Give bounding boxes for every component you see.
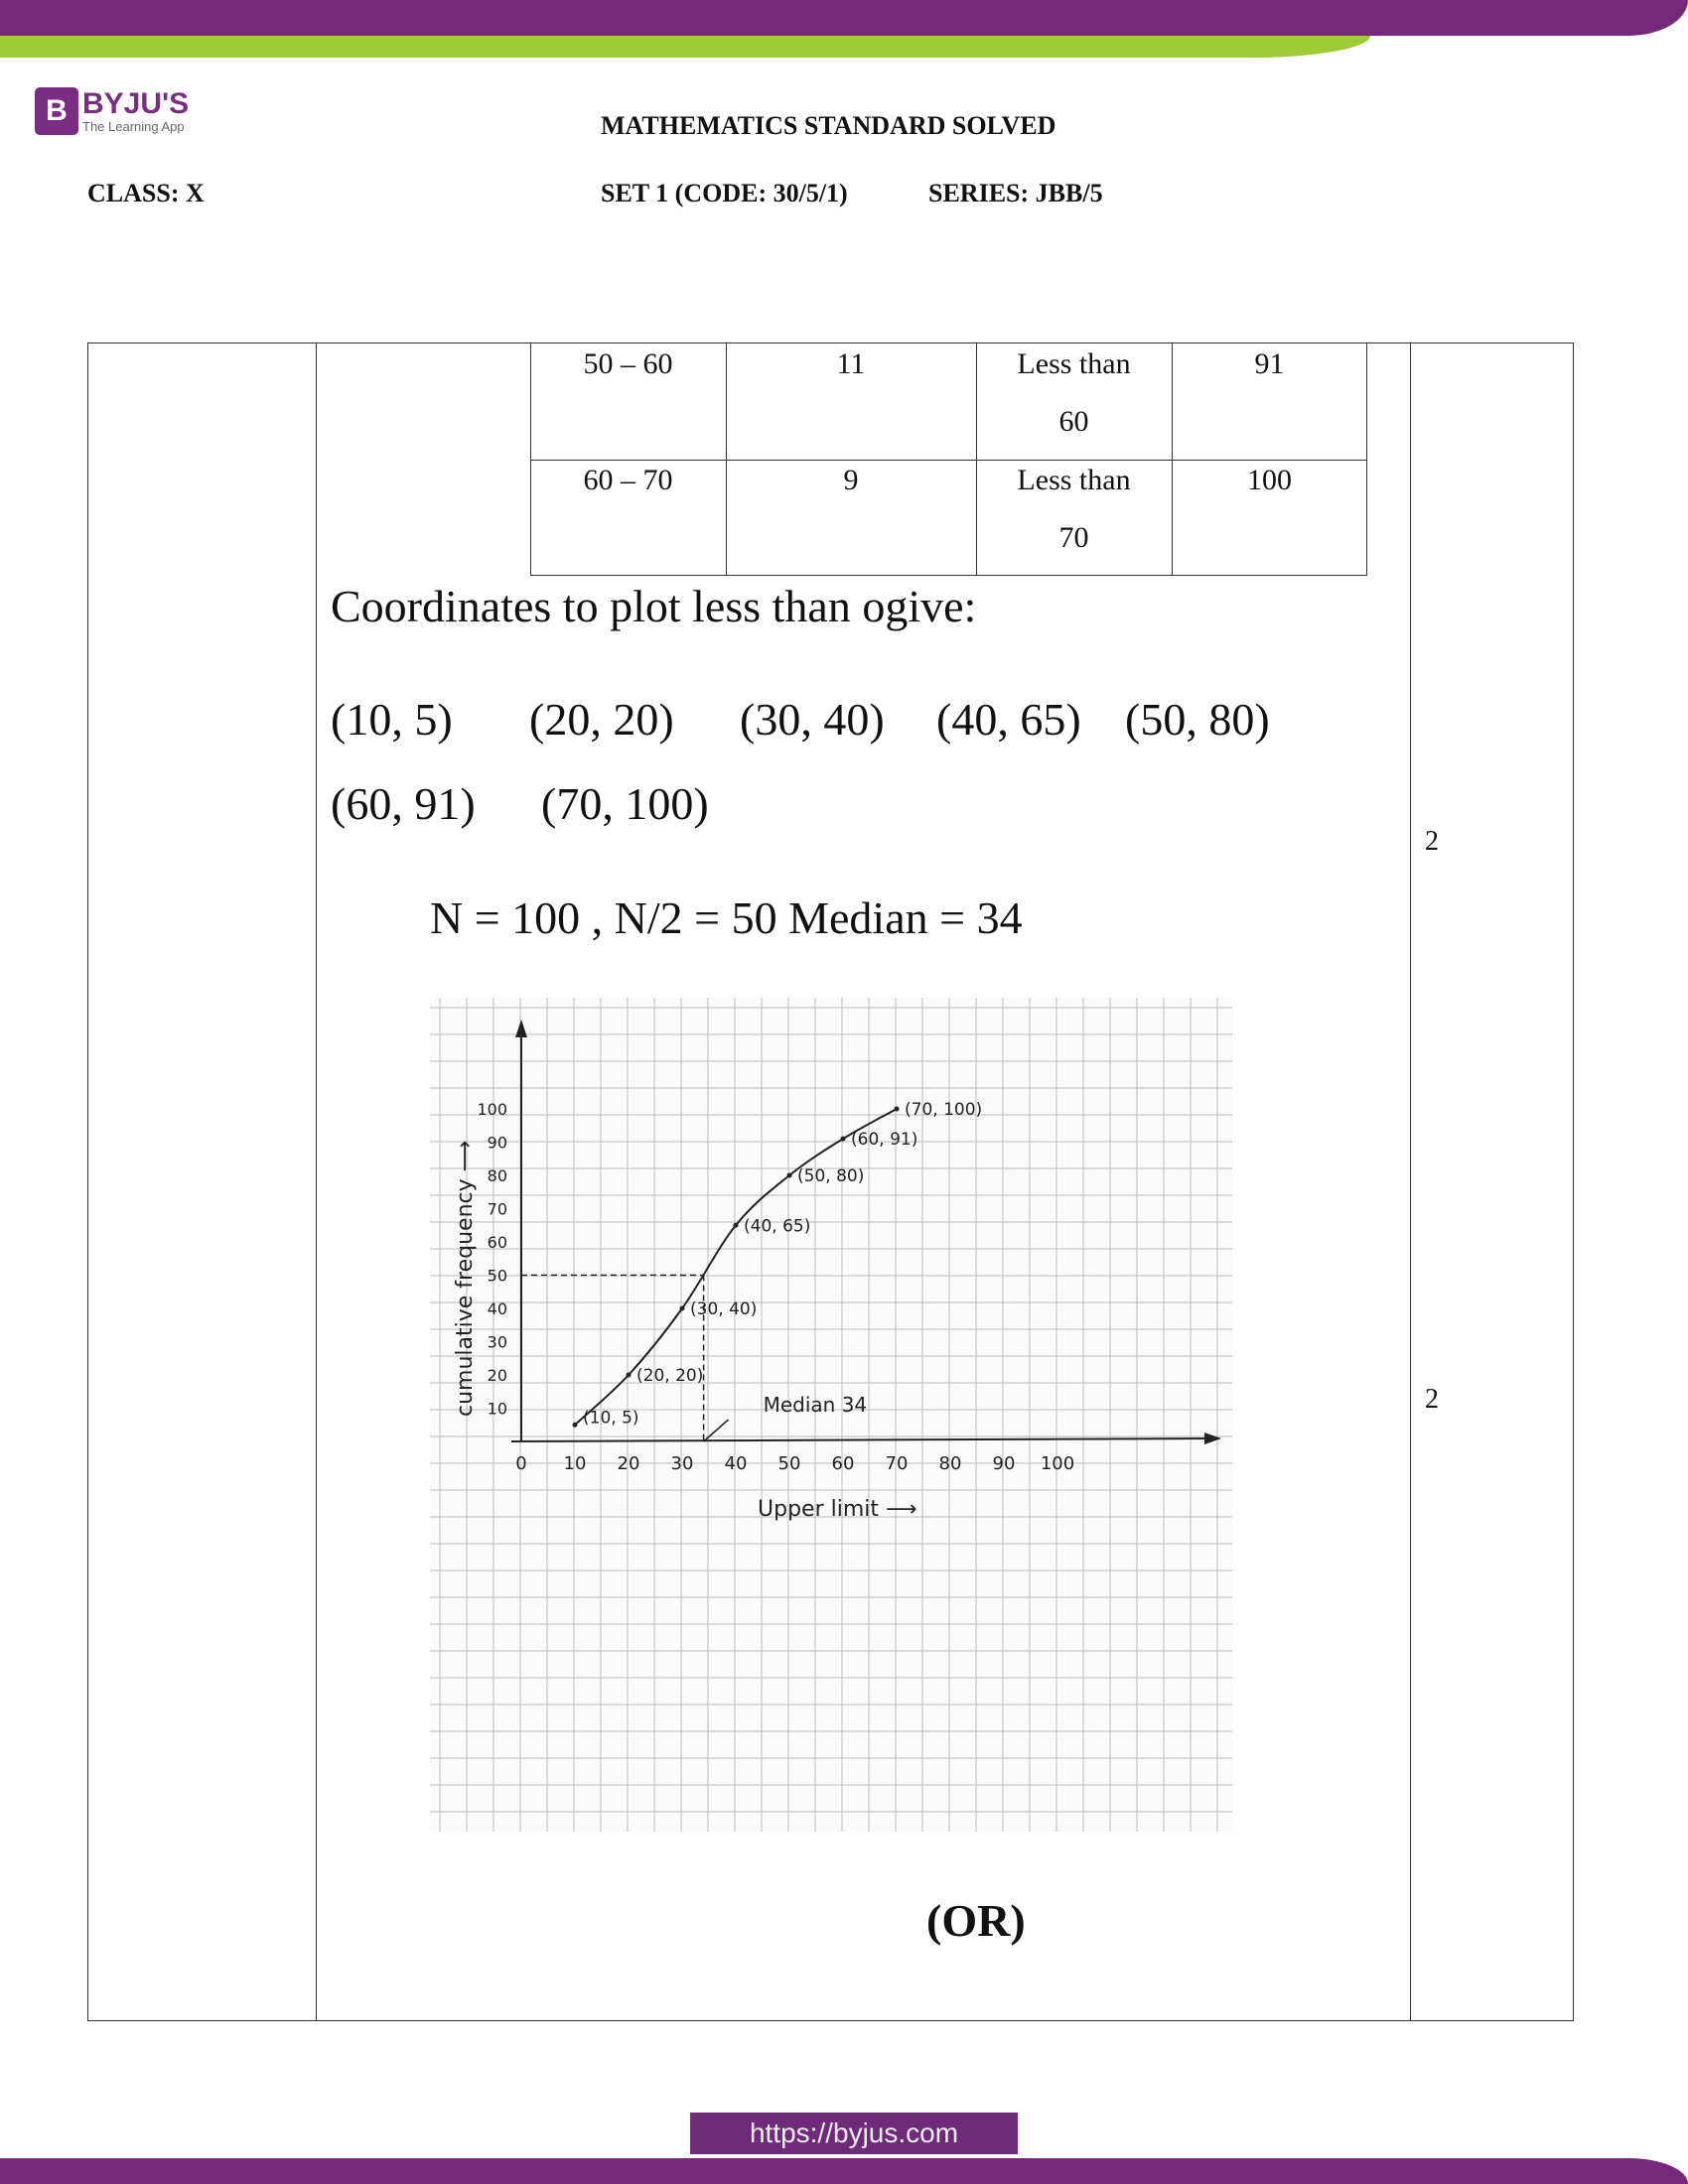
ogive-graph: 0 10 20 30 40 50 60 70 80 90 100 10 20 30 40 50 60 70 80 90… — [430, 998, 1232, 1832]
coords-heading: Coordinates to plot less than ogive: — [331, 581, 977, 631]
x-axis-label: Upper limit ⟶ — [758, 1497, 917, 1522]
y-tick-label: 80 — [488, 1166, 507, 1185]
point-label: (50, 80) — [797, 1166, 864, 1186]
y-tick-label: 60 — [488, 1233, 507, 1252]
y-tick-label: 30 — [488, 1333, 507, 1352]
point-label: (40, 65) — [744, 1216, 810, 1236]
top-green-band — [0, 36, 1370, 58]
x-tick-label: 30 — [671, 1453, 694, 1474]
y-tick-label: 10 — [488, 1400, 507, 1419]
bottom-purple-band — [0, 2158, 1688, 2184]
document-title: MATHEMATICS STANDARD SOLVED — [601, 111, 1056, 140]
table-col-line — [726, 342, 727, 576]
data-point — [840, 1136, 846, 1142]
top-purple-band — [0, 0, 1688, 36]
y-tick-label: 90 — [488, 1134, 507, 1153]
median-result: N = 100 , N/2 = 50 Median = 34 — [430, 892, 1023, 943]
marks: 2 — [1425, 1384, 1439, 1415]
less-than: Less than — [1017, 347, 1131, 380]
median-annotation: Median 34 — [764, 1393, 868, 1417]
point-label: (70, 100) — [905, 1100, 982, 1120]
data-point — [733, 1222, 739, 1228]
x-tick-label: 100 — [1041, 1453, 1074, 1474]
less-than-value: 60 — [1058, 405, 1089, 438]
class-interval: 50 – 60 — [583, 347, 673, 380]
y-axis-arrow — [515, 1020, 527, 1037]
x-tick-label: 90 — [993, 1453, 1016, 1474]
cumulative-frequency: 91 — [1254, 347, 1285, 380]
point-label: (10, 5) — [583, 1408, 639, 1428]
x-tick-label: 10 — [564, 1453, 587, 1474]
or-label: (OR) — [926, 1895, 1026, 1946]
y-tick-label: 40 — [488, 1299, 507, 1318]
x-tick-label: 50 — [778, 1453, 801, 1474]
table-col-line — [976, 342, 977, 576]
coord: (30, 40) — [740, 694, 885, 745]
set-label: SET 1 (CODE: 30/5/1) — [601, 179, 848, 207]
frequency: 11 — [836, 347, 866, 380]
x-tick-label: 20 — [618, 1453, 640, 1474]
coord: (10, 5) — [331, 694, 453, 745]
data-point — [626, 1372, 632, 1378]
x-tick-label: 70 — [886, 1453, 909, 1474]
column-divider — [316, 342, 317, 2021]
coord: (40, 65) — [936, 694, 1081, 745]
logo-mark: B — [35, 87, 78, 135]
y-tick-label: 20 — [488, 1366, 507, 1385]
x-tick-label: 80 — [939, 1453, 962, 1474]
frequency-table — [530, 342, 1367, 576]
data-point — [572, 1422, 578, 1428]
y-tick-label: 100 — [477, 1100, 507, 1119]
x-axis-arrow — [1204, 1433, 1221, 1444]
series-label: SERIES: JBB/5 — [928, 179, 1103, 207]
logo-tagline: The Learning App — [82, 118, 185, 134]
logo-brand: BYJU'S — [82, 86, 190, 120]
x-axis — [510, 1437, 1220, 1442]
table-col-line — [1172, 342, 1173, 576]
median-pointer — [703, 1419, 730, 1442]
data-point — [679, 1305, 685, 1311]
less-than: Less than — [1017, 464, 1131, 496]
x-tick-label: 60 — [832, 1453, 855, 1474]
class-interval: 60 – 70 — [583, 464, 673, 496]
data-point — [786, 1172, 792, 1178]
cumulative-frequency: 100 — [1247, 464, 1292, 496]
x-tick-label: 0 — [515, 1453, 526, 1474]
footer-url-link[interactable]: https://byjus.com — [690, 2113, 1018, 2154]
coord: (70, 100) — [541, 778, 709, 829]
point-label: (20, 20) — [636, 1366, 703, 1386]
coord: (20, 20) — [529, 694, 674, 745]
coord: (60, 91) — [331, 778, 476, 829]
y-axis-label: cumulative frequency ⟶ — [453, 1141, 478, 1417]
class-label: CLASS: X — [87, 179, 205, 207]
marks: 2 — [1425, 826, 1439, 857]
y-tick-label: 50 — [488, 1267, 507, 1286]
ogive-chart: 0 10 20 30 40 50 60 70 80 90 100 10 20 30 40 50 60 70 80 90… — [430, 998, 1232, 1832]
data-point — [894, 1106, 900, 1112]
less-than-value: 70 — [1058, 521, 1089, 554]
coord: (50, 80) — [1125, 694, 1270, 745]
ogive-curve — [574, 1108, 898, 1426]
x-tick-label: 40 — [725, 1453, 748, 1474]
y-tick-label: 70 — [488, 1200, 507, 1219]
point-label: (60, 91) — [851, 1130, 917, 1150]
frequency: 9 — [843, 464, 859, 496]
byjus-logo: B BYJU'S The Learning App — [35, 87, 189, 135]
column-divider — [1410, 342, 1411, 2021]
table-row-line — [530, 460, 1367, 461]
point-label: (30, 40) — [690, 1299, 757, 1319]
